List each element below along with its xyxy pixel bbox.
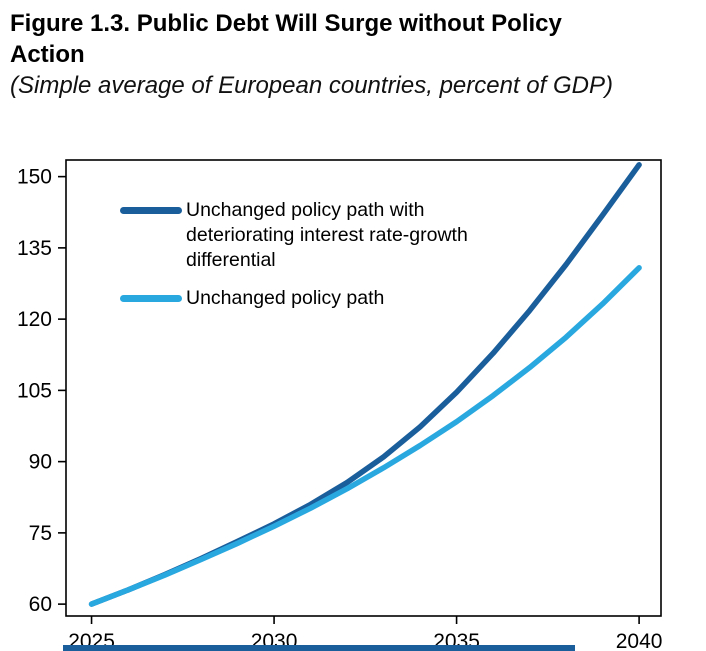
legend-item-unchanged-policy: Unchanged policy path — [120, 286, 500, 311]
figure-title: Figure 1.3. Public Debt Will Surge witho… — [10, 10, 562, 68]
x-tick-label: 2025 — [68, 630, 115, 648]
y-tick-label: 75 — [29, 522, 52, 545]
figure-subtitle: (Simple average of European countries, p… — [10, 72, 613, 99]
chart-legend: Unchanged policy path with deteriorating… — [120, 198, 500, 324]
x-tick-label: 2040 — [616, 630, 663, 648]
figure-header: Figure 1.3. Public Debt Will Surge witho… — [10, 8, 700, 101]
bottom-accent-bar — [63, 645, 575, 651]
y-tick-label: 150 — [17, 166, 52, 189]
legend-swatch-light-blue — [120, 295, 182, 302]
y-tick-label: 105 — [17, 379, 52, 402]
y-tick-label: 60 — [29, 593, 52, 616]
y-tick-label: 90 — [29, 451, 52, 474]
legend-label: Unchanged policy path — [186, 287, 385, 309]
plot-border — [65, 159, 662, 617]
chart-svg: 60 75 90 105 120 135 150 2025 2030 2035 2040 — [17, 159, 663, 648]
y-tick-label: 120 — [17, 308, 52, 331]
legend-swatch-dark-blue — [120, 207, 182, 214]
legend-label: Unchanged policy path with deteriorating… — [186, 199, 468, 271]
series-line-1 — [88, 265, 642, 607]
line-chart: 60 75 90 105 120 135 150 2025 2030 2035 2040 Uncha… — [8, 152, 698, 648]
x-tick-label: 2030 — [251, 630, 298, 648]
y-tick-label: 135 — [17, 237, 52, 260]
x-tick-label: 2035 — [433, 630, 480, 648]
legend-item-deteriorating-differential: Unchanged policy path with deteriorating… — [120, 198, 500, 273]
